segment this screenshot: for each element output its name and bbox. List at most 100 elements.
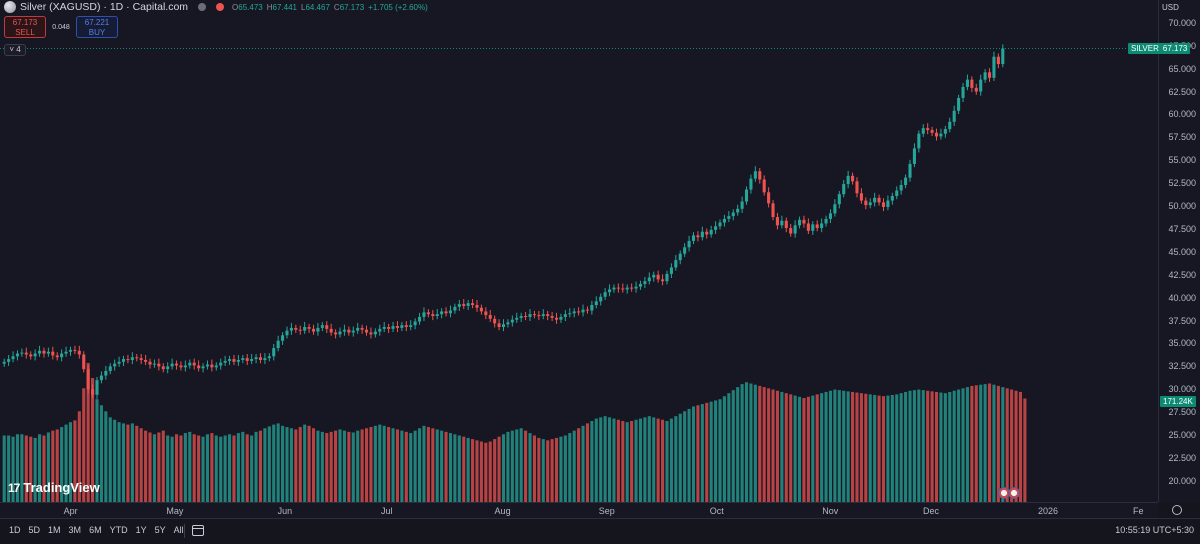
- volume-bar: [806, 396, 810, 502]
- candle-body: [859, 193, 863, 201]
- volume-bar: [607, 417, 612, 502]
- x-tick-label: Sep: [598, 506, 615, 516]
- volume-bar: [537, 437, 541, 502]
- candle-body: [462, 304, 466, 306]
- candle-body: [241, 358, 245, 360]
- volume-bar: [95, 399, 99, 502]
- volume-bar: [435, 429, 439, 502]
- candle-body: [917, 133, 921, 149]
- volume-bar: [828, 390, 833, 502]
- currency-label[interactable]: USD: [1162, 3, 1179, 12]
- volume-bar: [139, 428, 143, 502]
- y-tick-label: 45.000: [1168, 246, 1196, 257]
- volume-bar: [254, 431, 258, 502]
- gear-icon[interactable]: [1172, 505, 1182, 515]
- candle-body: [497, 323, 501, 328]
- volume-bar: [793, 395, 797, 502]
- volume-bar: [921, 390, 925, 502]
- chart-header: Silver (XAGUSD) · 1D · Capital.com O65.4…: [4, 1, 428, 13]
- range-selector: 1D 5D 1M 3M 6M YTD 1Y 5Y All: [9, 525, 184, 535]
- candle-body: [258, 357, 263, 360]
- candle-body: [939, 133, 943, 137]
- price-axis[interactable]: 70.00067.50065.00062.50060.00057.50055.0…: [1158, 0, 1200, 502]
- volume-bar: [201, 436, 205, 502]
- range-button-5d[interactable]: 5D: [28, 525, 41, 535]
- candle-body: [245, 358, 249, 361]
- candle-body: [873, 197, 877, 203]
- visibility-dot-icon[interactable]: [198, 3, 207, 11]
- candle-body: [15, 353, 20, 357]
- range-button-1y[interactable]: 1Y: [135, 525, 147, 535]
- volume-bar: [245, 434, 249, 502]
- candle-body: [457, 304, 461, 307]
- indicators-toggle[interactable]: ˅ 4: [4, 44, 26, 56]
- range-button-ytd[interactable]: YTD: [109, 525, 128, 535]
- candle-body: [718, 222, 722, 227]
- range-button-3m[interactable]: 3M: [68, 525, 82, 535]
- volume-bar: [214, 435, 218, 502]
- volume-bar: [347, 431, 351, 502]
- range-button-all[interactable]: All: [173, 525, 184, 535]
- candle-body: [38, 350, 42, 354]
- candle-body: [532, 314, 536, 316]
- volume-bar: [899, 393, 903, 502]
- volume-bar: [965, 387, 969, 502]
- volume-bar: [360, 429, 364, 502]
- candle-body: [753, 171, 757, 179]
- volume-bar: [652, 417, 656, 502]
- candle-body: [881, 202, 886, 207]
- candle-body: [864, 200, 868, 206]
- volume-bar: [33, 437, 37, 502]
- volume-bar: [678, 413, 682, 502]
- volume-bar: [753, 384, 757, 502]
- range-button-5y[interactable]: 5Y: [154, 525, 166, 535]
- buy-button[interactable]: 67.221 BUY: [76, 16, 118, 38]
- y-tick-label: 52.500: [1168, 178, 1196, 189]
- volume-bar: [303, 424, 307, 502]
- sell-button[interactable]: 67.173 SELL: [4, 16, 46, 38]
- range-button-1d[interactable]: 1D: [9, 525, 21, 535]
- range-button-1m[interactable]: 1M: [48, 525, 61, 535]
- candle-body: [625, 287, 629, 290]
- candle-body: [886, 200, 890, 207]
- candle-body: [793, 225, 797, 234]
- candle-body: [987, 72, 992, 78]
- volume-bar: [263, 428, 267, 502]
- volume-bar: [532, 435, 536, 502]
- volume-bar: [373, 425, 377, 502]
- y-tick-label: 27.500: [1168, 407, 1196, 418]
- volume-bar: [378, 424, 382, 502]
- candle-body: [550, 316, 554, 318]
- x-tick-label: Fe: [1133, 506, 1144, 516]
- volume-bar: [987, 383, 992, 502]
- candlestick-chart[interactable]: [0, 0, 1158, 502]
- candle-body: [895, 190, 899, 196]
- candle-body: [789, 228, 793, 234]
- volume-bar: [625, 422, 629, 502]
- candle-body: [418, 316, 422, 322]
- candle-body: [170, 363, 174, 367]
- candle-body: [342, 329, 346, 332]
- flag-icon[interactable]: [1008, 487, 1020, 499]
- flag-icon[interactable]: [998, 487, 1010, 499]
- chart-area[interactable]: Silver (XAGUSD) · 1D · Capital.com O65.4…: [0, 0, 1158, 502]
- candle-body: [378, 328, 382, 332]
- candle-body: [797, 219, 802, 226]
- candle-body: [837, 194, 841, 205]
- candle-body: [329, 328, 333, 333]
- toolbar-divider: [184, 524, 185, 538]
- tradingview-brand-text: TradingView: [23, 480, 100, 495]
- volume-bar: [342, 430, 346, 502]
- candle-body: [91, 389, 95, 395]
- y-tick-label: 42.500: [1168, 269, 1196, 280]
- volume-bar: [581, 425, 585, 502]
- candle-body: [501, 324, 506, 328]
- range-button-6m[interactable]: 6M: [89, 525, 102, 535]
- volume-bar: [506, 431, 510, 502]
- time-axis[interactable]: Apr May Jun Jul Aug Sep Oct Nov Dec 2026 Fe: [0, 502, 1158, 518]
- volume-bar: [846, 391, 850, 502]
- clock[interactable]: 10:55:19 UTC+5:30: [1115, 525, 1194, 535]
- calendar-icon[interactable]: [192, 525, 204, 536]
- candle-body: [806, 223, 810, 231]
- candle-body: [528, 314, 532, 317]
